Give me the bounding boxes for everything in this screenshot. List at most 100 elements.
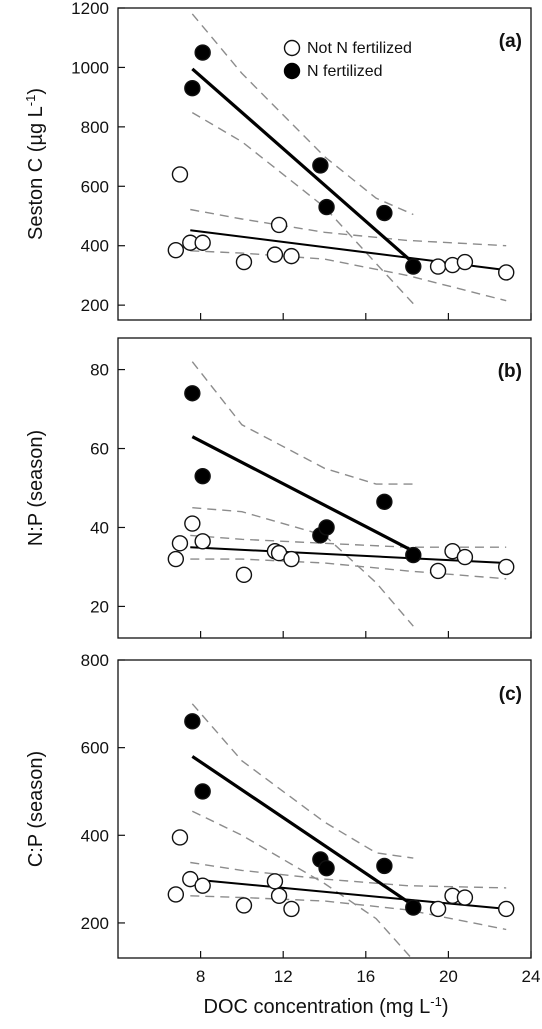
panel-c-n-fertilized-point	[194, 783, 211, 800]
panel-a-y-axis-label: Seston C (µg L-1)	[23, 88, 48, 240]
panel-c-frame	[117, 659, 532, 959]
panel-c-n-fertilized-ci-upper-line	[191, 703, 414, 859]
panel-c-not-n-fertilized-point	[270, 887, 288, 904]
panel-a-n-fertilized-point	[184, 80, 201, 97]
panel-c-not-n-fertilized-fit-line	[190, 878, 507, 910]
panel-b-axis-ticks: 20 40 60 80	[90, 361, 532, 638]
panel-a-not-n-fertilized-point	[171, 166, 189, 183]
panel-b-not-n-fertilized-point	[167, 550, 185, 568]
panel-a-tag: (a)	[499, 31, 522, 52]
x-axis-label: DOC concentration (mg L-1)	[204, 994, 449, 1019]
panel-b-not-n-fertilized-point	[283, 550, 300, 568]
panel-a-not-n-fertilized-point	[266, 246, 284, 263]
panel-a-n-fertilized-point	[194, 44, 211, 61]
legend-filled-label: N fertilized	[307, 63, 383, 80]
panel-c-ci-lines	[190, 703, 507, 961]
panel-a-not-n-fertilized-ci-lower-line	[190, 250, 507, 302]
panel-c-fit-lines	[190, 755, 507, 910]
panel-c-y-axis-label: C:P (season)	[25, 751, 47, 867]
panel-b-n-fertilized-ci-upper-line	[191, 361, 414, 485]
panel-b-ci-lines	[190, 361, 507, 627]
panel-a-y-tick-label: 1000	[71, 58, 109, 77]
panel-c: 200 400 600 800 8 12 16 20 24 (c) C:P (season)	[25, 651, 540, 986]
panel-c-not-n-fertilized-point	[429, 900, 447, 918]
panel-a-ci-lines	[190, 13, 507, 305]
panel-c-x-tick-label: 16	[356, 967, 375, 986]
panel-c-not-n-fertilized-point	[194, 877, 211, 894]
panel-b-frame	[117, 337, 532, 639]
panel-b-n-fertilized-point	[318, 519, 335, 536]
panel-a-not-n-fertilized-point	[498, 264, 515, 281]
panel-a-n-fertilized-point	[318, 198, 335, 216]
panel-b-n-fertilized-fit-line	[191, 435, 415, 553]
panel-c-not-n-fertilized-point	[266, 873, 284, 890]
legend: Not N fertilized N fertilized	[283, 39, 412, 80]
panel-b-y-axis-label: N:P (season)	[25, 430, 47, 546]
panel-a-y-tick-label: 800	[81, 118, 109, 137]
panel-a-frame	[117, 7, 532, 321]
panel-a-not-n-fertilized-point	[167, 241, 185, 259]
panel-b-not-n-fertilized-point	[429, 562, 447, 580]
panel-a-not-n-fertilized-point	[429, 258, 447, 275]
panel-c-y-tick-label: 400	[81, 826, 109, 845]
panel-b-not-n-fertilized-point	[171, 535, 189, 552]
panel-b-fit-lines	[190, 435, 507, 564]
panel-b-n-fertilized-point	[376, 493, 393, 511]
panel-b-not-n-fertilized-point	[194, 533, 211, 550]
panel-c-n-fertilized-fit-line	[191, 755, 415, 907]
panel-b-not-n-fertilized-point	[456, 548, 474, 566]
panel-c-n-fertilized-point	[184, 713, 201, 730]
panel-a-n-fertilized-fit-line	[191, 67, 415, 265]
panel-c-not-n-fertilized-point	[235, 897, 253, 914]
panel-a-n-fertilized-point	[405, 258, 422, 275]
panel-a-not-n-fertilized-point	[283, 247, 300, 265]
panel-b-n-fertilized-point	[184, 385, 201, 402]
panel-c-x-tick-label: 20	[439, 967, 458, 986]
panel-a-fit-lines	[190, 67, 507, 272]
panel-c-not-n-fertilized-point	[498, 900, 515, 918]
panel-a-n-fertilized-point	[376, 204, 393, 222]
panel-a-not-n-fertilized-ci-upper-line	[190, 208, 507, 247]
panel-c-n-fertilized-point	[376, 857, 393, 875]
panel-a-points	[167, 44, 515, 281]
panel-c-x-tick-label: 12	[274, 967, 293, 986]
panel-b: 20 40 60 80 (b) N:P (season)	[25, 337, 532, 639]
panel-c-n-fertilized-point	[318, 859, 335, 877]
panel-b-not-n-fertilized-ci-lower-line	[190, 558, 507, 580]
panel-a-not-n-fertilized-point	[270, 216, 288, 234]
panel-c-n-fertilized-ci-lower-line	[191, 810, 414, 961]
panel-c-y-tick-label: 200	[81, 914, 109, 933]
panel-c-not-n-fertilized-point	[167, 886, 185, 903]
panel-a-y-tick-label: 400	[81, 237, 109, 256]
panel-b-not-n-fertilized-fit-line	[190, 546, 507, 564]
panel-c-y-tick-label: 800	[81, 651, 109, 670]
panel-a-not-n-fertilized-point	[235, 253, 253, 271]
legend-open-marker	[283, 39, 301, 57]
panel-c-x-tick-label: 8	[196, 967, 205, 986]
legend-filled-marker	[283, 62, 301, 80]
panel-c-n-fertilized-point	[405, 899, 422, 916]
panel-a-y-tick-label: 600	[81, 177, 109, 196]
panel-c-not-n-fertilized-ci-upper-line	[190, 861, 507, 889]
panel-c-not-n-fertilized-point	[171, 829, 189, 846]
panel-a-n-fertilized-ci-upper-line	[191, 13, 414, 216]
panel-b-not-n-fertilized-ci-upper-line	[190, 534, 507, 548]
panel-b-y-tick-label: 60	[90, 440, 109, 459]
panel-b-y-tick-label: 80	[90, 361, 109, 380]
panel-a-axis-ticks: 200 400 600 800 1000 1200	[71, 0, 532, 320]
panel-b-n-fertilized-ci-lower-line	[192, 507, 414, 627]
panel-c-y-tick-label: 600	[81, 739, 109, 758]
legend-open-label: Not N fertilized	[307, 40, 412, 57]
panel-b-tag: (b)	[498, 361, 522, 382]
panel-a: 200 400 600 800 1000 1200 (a) Seston C (µg L-…	[23, 0, 532, 321]
panel-c-not-n-fertilized-ci-lower-line	[190, 895, 507, 931]
panel-b-not-n-fertilized-point	[235, 566, 253, 584]
panel-b-y-tick-label: 20	[90, 597, 109, 616]
panel-b-points	[167, 385, 515, 584]
panel-c-tag: (c)	[499, 684, 522, 705]
panel-c-not-n-fertilized-point	[456, 889, 474, 906]
panel-a-not-n-fertilized-point	[456, 253, 474, 271]
panel-b-n-fertilized-point	[194, 467, 211, 485]
panel-a-y-tick-label: 1200	[71, 0, 109, 18]
